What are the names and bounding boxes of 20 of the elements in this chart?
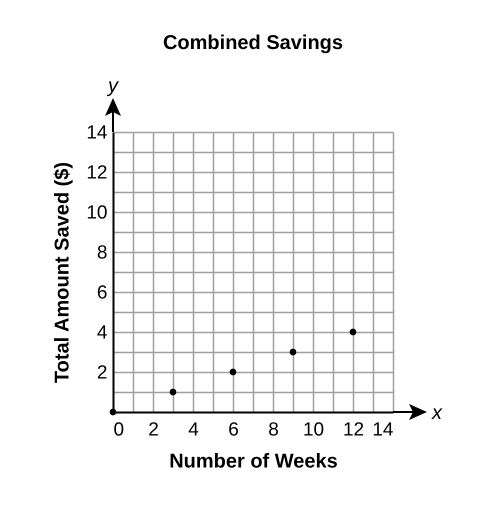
y-tick-label: 8 (96, 242, 108, 264)
x-axis-title: Number of Weeks (169, 450, 338, 472)
y-tick-label: 12 (86, 162, 108, 184)
x-tick-label: 6 (228, 420, 239, 440)
text: y (106, 75, 119, 97)
y-tick-label: 2 (96, 362, 108, 384)
x-tick-label: 2 (148, 420, 159, 440)
y-axis-title: Total Amount Saved ($) (51, 162, 74, 384)
x-tick-label: 0 (114, 420, 124, 440)
y-tick-label: 14 (86, 122, 108, 144)
x-tick-label: 12 (342, 420, 364, 440)
x-tick-label: 8 (268, 420, 279, 440)
text: x (431, 402, 443, 424)
chart-title: Combined Savings (162, 32, 344, 54)
x-tick-label: 14 (372, 420, 394, 440)
x-tick-label: 10 (302, 420, 324, 440)
y-tick-label: 10 (86, 202, 108, 224)
y-tick-label: 6 (96, 282, 108, 304)
y-tick-label: 4 (96, 322, 108, 344)
x-tick-label: 4 (188, 420, 200, 440)
